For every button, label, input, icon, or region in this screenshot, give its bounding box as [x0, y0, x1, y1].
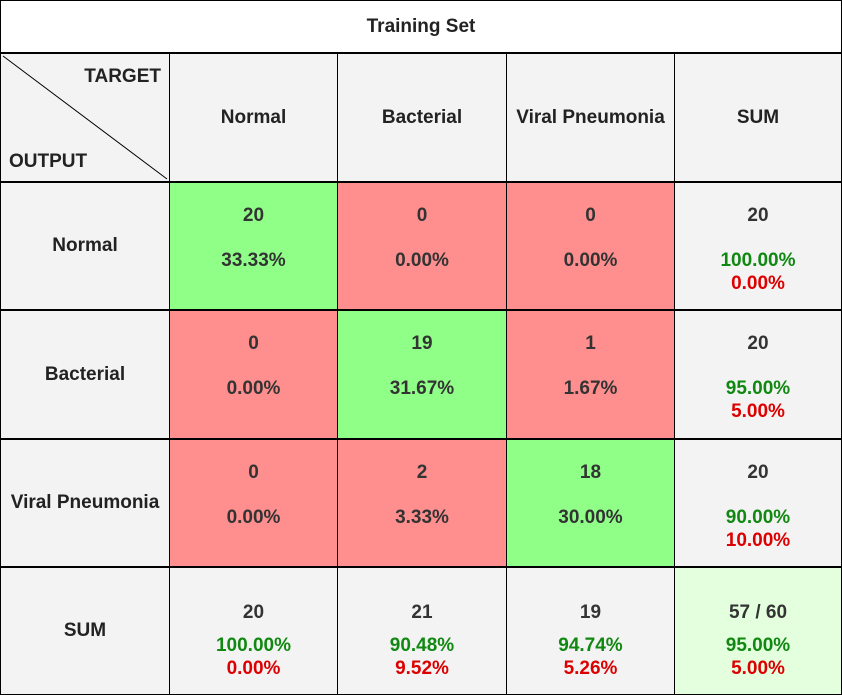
row-header-sum: SUM — [1, 568, 170, 694]
cell-percentage: 31.67% — [389, 378, 455, 399]
total-sum-cell: 57 / 60 95.00% 5.00% — [675, 568, 841, 694]
summary-count: 20 — [747, 205, 769, 226]
summary-count: 20 — [747, 333, 769, 354]
cell-percentage: 3.33% — [395, 507, 449, 528]
cell-count: 0 — [248, 333, 259, 354]
matrix-cell: 0 0.00% — [170, 440, 338, 568]
row-header-viral-pneumonia: Viral Pneumonia — [1, 440, 170, 568]
summary-accuracy: 94.74% — [558, 635, 623, 656]
row-header-bacterial: Bacterial — [1, 311, 170, 440]
summary-accuracy: 95.00% — [725, 378, 791, 399]
cell-count: 1 — [585, 333, 596, 354]
matrix-cell: 2 3.33% — [338, 440, 507, 568]
summary-accuracy: 95.00% — [725, 635, 791, 656]
matrix-cell: 19 31.67% — [338, 311, 507, 440]
column-header-normal: Normal — [170, 54, 338, 183]
column-header-sum: SUM — [675, 54, 841, 183]
row-header-normal: Normal — [1, 183, 170, 311]
matrix-cell: 0 0.00% — [170, 311, 338, 440]
cell-count: 20 — [242, 205, 265, 226]
cell-count: 0 — [416, 205, 428, 226]
row-sum-cell: 20 100.00% 0.00% — [675, 183, 841, 311]
matrix-cell: 0 0.00% — [338, 183, 507, 311]
column-sum-cell: 20 100.00% 0.00% — [170, 568, 338, 694]
matrix-cell: 20 33.33% — [170, 183, 338, 311]
row-sum-cell: 20 95.00% 5.00% — [675, 311, 841, 440]
column-sum-cell: 19 94.74% 5.26% — [507, 568, 675, 694]
summary-count: 19 — [579, 602, 602, 623]
column-header-viral-pneumonia: Viral Pneumonia — [507, 54, 675, 183]
summary-accuracy: 100.00% — [720, 250, 796, 271]
summary-error-rate: 5.00% — [731, 401, 785, 422]
summary-error-rate: 5.00% — [731, 658, 785, 679]
target-axis-label: TARGET — [84, 66, 161, 87]
cell-percentage: 0.00% — [563, 250, 618, 271]
summary-error-rate: 0.00% — [226, 658, 281, 679]
column-sum-cell: 21 90.48% 9.52% — [338, 568, 507, 694]
cell-percentage: 0.00% — [226, 378, 281, 399]
cell-count: 0 — [585, 205, 596, 226]
cell-percentage: 33.33% — [221, 250, 286, 271]
summary-count: 21 — [411, 602, 433, 623]
summary-error-rate: 9.52% — [395, 658, 449, 679]
matrix-cell: 18 30.00% — [507, 440, 675, 568]
cell-count: 2 — [416, 462, 428, 483]
corner-diagonal-line — [2, 55, 168, 180]
summary-accuracy: 90.48% — [389, 635, 455, 656]
summary-count: 20 — [242, 602, 265, 623]
cell-count: 0 — [248, 462, 259, 483]
cell-percentage: 30.00% — [558, 507, 623, 528]
cell-percentage: 0.00% — [226, 507, 281, 528]
summary-error-rate: 10.00% — [725, 530, 791, 551]
column-header-bacterial: Bacterial — [338, 54, 507, 183]
summary-error-rate: 0.00% — [731, 273, 785, 294]
cell-percentage: 0.00% — [395, 250, 449, 271]
corner-header: TARGET OUTPUT — [1, 54, 170, 183]
matrix-title: Training Set — [1, 1, 841, 54]
summary-count: 20 — [747, 462, 769, 483]
cell-percentage: 1.67% — [563, 378, 618, 399]
output-axis-label: OUTPUT — [9, 151, 88, 172]
summary-error-rate: 5.26% — [563, 658, 618, 679]
matrix-cell: 1 1.67% — [507, 311, 675, 440]
summary-count: 57 / 60 — [728, 602, 788, 623]
summary-accuracy: 90.00% — [725, 507, 791, 528]
summary-accuracy: 100.00% — [215, 635, 291, 656]
cell-count: 18 — [579, 462, 602, 483]
matrix-cell: 0 0.00% — [507, 183, 675, 311]
cell-count: 19 — [411, 333, 433, 354]
row-sum-cell: 20 90.00% 10.00% — [675, 440, 841, 568]
